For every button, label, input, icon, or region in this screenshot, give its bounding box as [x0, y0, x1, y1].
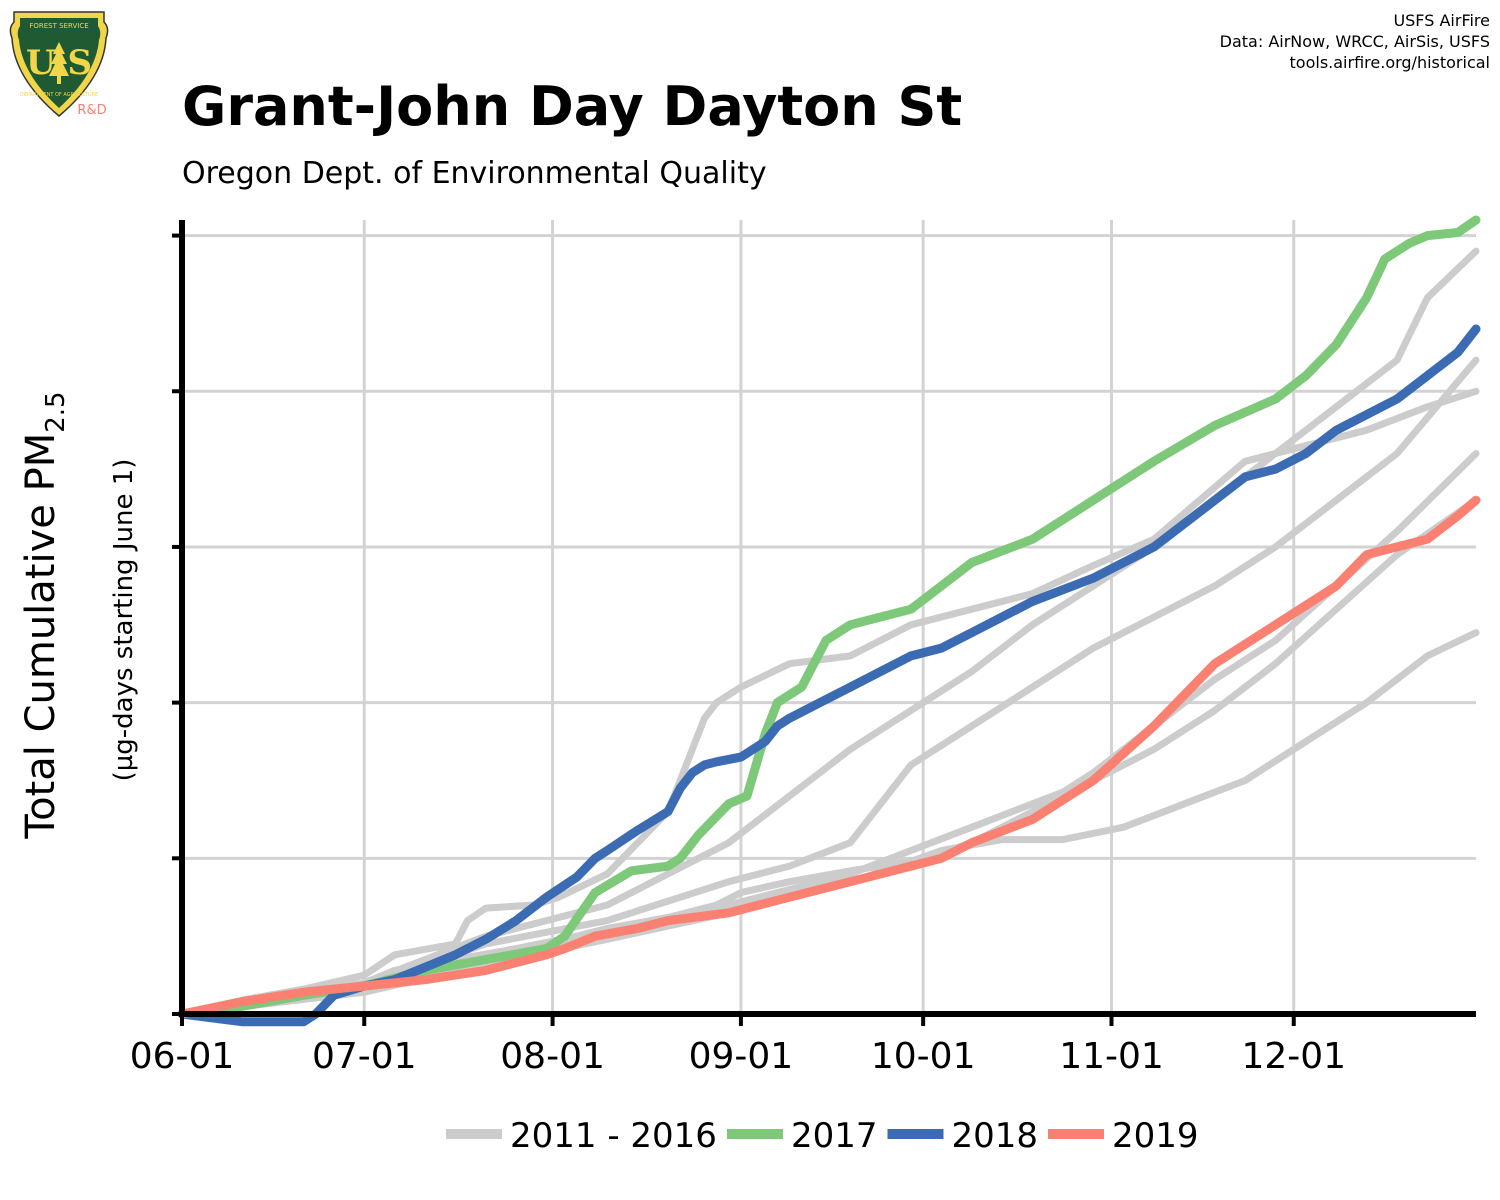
y-axis-labels: Total Cumulative PM2.5 (µg-days starting…	[18, 391, 139, 839]
series-lines	[177, 215, 1481, 1027]
x-tick-label-2: 08-01	[500, 1036, 605, 1077]
legend-label-historical: 2011 - 2016	[510, 1116, 717, 1156]
axes: 06-01 07-01 08-01 09-01 10-01 11-01 12-01	[130, 220, 1476, 1077]
legend-label-y2019: 2019	[1112, 1116, 1199, 1156]
chart-subtitle: Oregon Dept. of Environmental Quality	[182, 156, 767, 191]
credit-line-data: Data: AirNow, WRCC, AirSis, USFS	[1219, 32, 1490, 51]
y-axis-label-main: Total Cumulative PM	[18, 433, 64, 840]
x-tick-label-6: 12-01	[1241, 1036, 1346, 1077]
legend: 2011 - 2016 2017 2018 2019	[446, 1116, 1199, 1156]
logo-text-top: FOREST SERVICE	[29, 22, 88, 30]
credits: USFS AirFire Data: AirNow, WRCC, AirSis,…	[1220, 10, 1490, 73]
tree-icon	[49, 42, 69, 84]
forest-service-logo: FOREST SERVICE U S DEPARTMENT OF AGRICUL…	[9, 11, 109, 118]
x-tick-label-1: 07-01	[312, 1036, 417, 1077]
y-axis-label-subscript: 2.5	[41, 391, 71, 432]
legend-label-y2017: 2017	[791, 1116, 878, 1156]
series-line-y2017-6	[177, 215, 1481, 1019]
x-tick-label-0: 06-01	[130, 1036, 235, 1077]
x-tick-label-3: 09-01	[689, 1036, 794, 1077]
x-tick-label-5: 11-01	[1059, 1036, 1164, 1077]
series-line-y2018-7	[177, 324, 1481, 1027]
series-line-historical-0	[178, 629, 1480, 1018]
x-tick-label-4: 10-01	[871, 1036, 976, 1077]
credit-line-url: tools.airfire.org/historical	[1289, 53, 1490, 72]
y-axis-label-secondary: (µg-days starting June 1)	[109, 459, 139, 782]
logo-text-rd: R&D	[77, 103, 106, 118]
credit-line-agency: USFS AirFire	[1393, 11, 1490, 30]
series-line-y2019-8	[177, 495, 1481, 1019]
chart-title: Grant-John Day Dayton St	[182, 75, 963, 138]
series-line-historical-3	[178, 356, 1480, 1018]
series-line-historical-1	[178, 387, 1480, 1018]
y-axis-label: Total Cumulative PM2.5	[18, 391, 71, 839]
logo-text-bottom: DEPARTMENT OF AGRICULTURE	[20, 92, 98, 98]
legend-label-y2018: 2018	[951, 1116, 1038, 1156]
